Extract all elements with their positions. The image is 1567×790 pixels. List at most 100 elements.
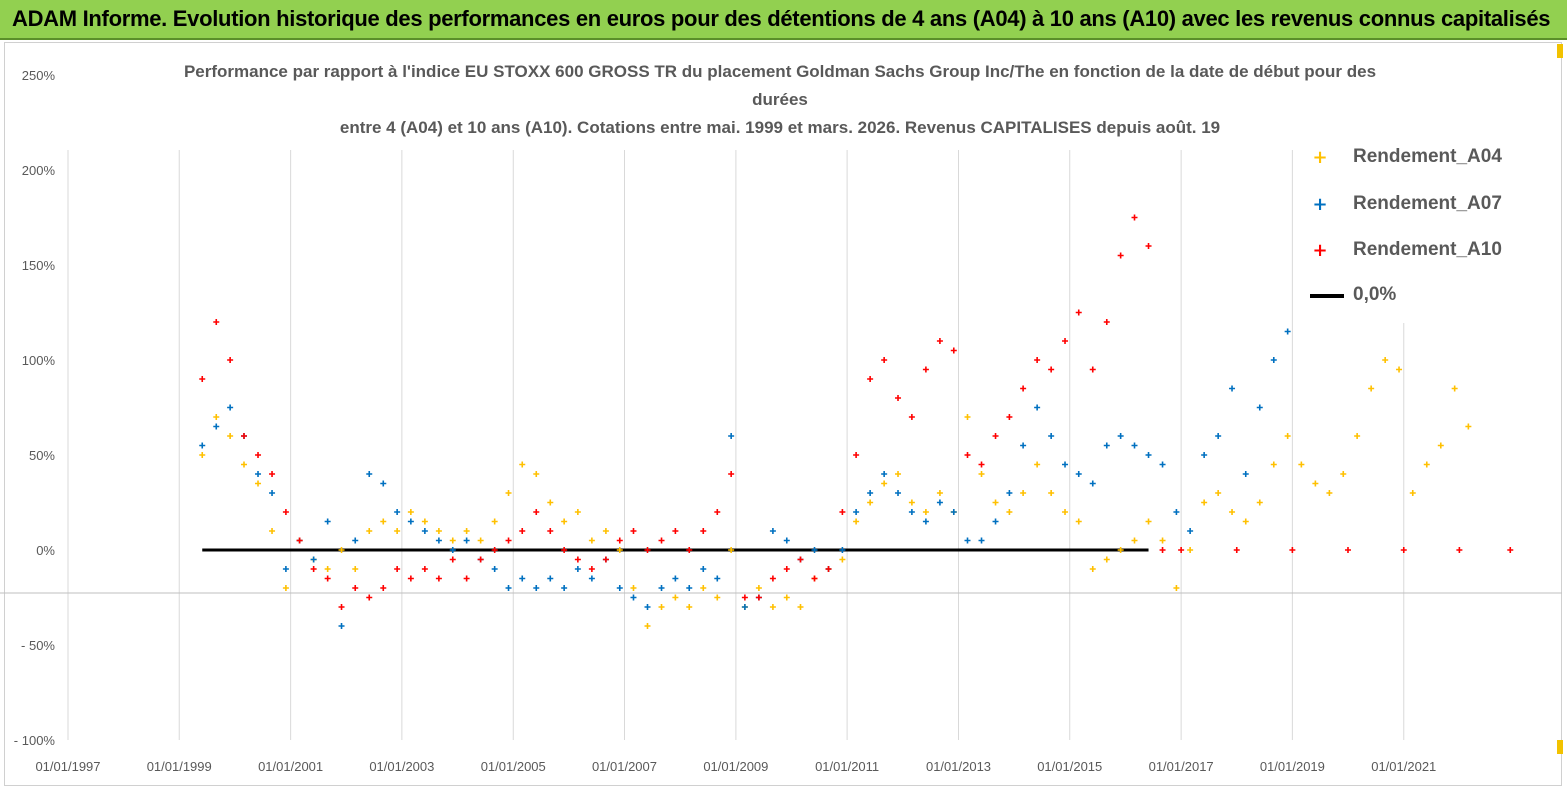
data-point-marker [435,528,442,534]
data-point-marker [1451,385,1458,392]
data-point-marker [1456,547,1463,553]
data-point-marker [1215,433,1222,439]
data-point-marker [895,471,902,477]
data-point-marker [867,490,874,496]
data-point-marker [895,490,902,496]
data-point-marker [936,490,943,496]
data-point-marker [477,537,484,544]
data-point-marker [380,585,387,591]
data-point-marker [269,471,276,477]
data-point-marker [338,547,345,553]
data-point-marker [700,585,707,591]
data-point-marker [1131,537,1138,544]
data-point-marker [1344,547,1351,553]
data-point-marker [1368,385,1375,392]
data-point-marker [407,575,414,582]
x-tick-label: 01/01/2017 [1149,759,1214,774]
chart-title-line-3: entre 4 (A04) et 10 ans (A10). Cotations… [339,118,1221,137]
data-point-marker [797,556,804,563]
data-point-marker [700,528,707,534]
data-point-marker [1201,452,1208,458]
data-point-marker [240,433,247,439]
data-point-marker [922,518,929,525]
data-point-marker [213,423,220,430]
data-point-marker [1062,338,1069,344]
data-point-marker [1075,518,1082,525]
data-point-marker [449,547,456,553]
x-tick-label: 01/01/2019 [1260,759,1325,774]
data-point-marker [714,509,721,515]
data-point-marker [1187,528,1194,534]
data-point-marker [199,442,206,449]
data-point-marker [547,499,554,506]
data-point-marker [435,537,442,544]
data-point-marker [741,594,748,601]
y-tick-label: - 50% [21,638,55,653]
data-point-marker [922,509,929,515]
data-point-marker [338,623,345,629]
data-point-marker [1256,499,1263,506]
data-point-marker [505,490,512,496]
data-point-marker [1326,490,1333,496]
data-point-marker [1159,547,1166,553]
data-point-marker [1034,404,1041,411]
data-point-marker [421,518,428,525]
data-point-marker [463,537,470,544]
data-point-marker [672,594,679,601]
data-point-marker [1048,433,1055,439]
data-point-marker [1229,509,1236,515]
chart-frame [4,42,1562,786]
data-point-marker [394,509,401,515]
data-point-marker [728,433,735,439]
x-tick-label: 01/01/2005 [481,759,546,774]
data-point-marker [895,395,902,401]
data-point-marker [1178,547,1185,553]
data-point-marker [783,594,790,601]
data-point-marker [1075,309,1082,316]
data-point-marker [394,566,401,572]
data-point-marker [686,547,693,553]
data-point-marker [964,414,971,420]
data-point-marker [658,604,665,610]
data-point-marker [728,547,735,553]
data-point-marker [199,452,206,458]
data-point-marker [227,357,234,363]
data-point-marker [338,604,345,610]
data-point-marker [1117,252,1124,259]
data-point-marker [755,594,762,601]
y-axis-ticks: 250% 200% 150% 100% 50% 0% - 50% - 100% [14,68,56,748]
data-point-marker [213,414,220,420]
data-point-marker [881,471,888,477]
x-tick-label: 01/01/2003 [369,759,434,774]
data-point-marker [992,518,999,525]
data-point-marker [1229,385,1236,392]
data-point-marker [811,547,818,553]
data-point-marker [1159,537,1166,544]
data-point-marker [1131,442,1138,449]
y-tick-label: - 100% [14,733,56,748]
data-point-marker [1270,461,1277,468]
data-point-marker [978,461,985,468]
data-point-marker [783,537,790,544]
data-point-marker [1270,357,1277,363]
data-point-marker [644,547,651,553]
data-point-marker [714,575,721,582]
data-point-marker [1289,547,1296,553]
data-point-marker [964,537,971,544]
data-point-marker [797,604,804,610]
data-point-marker [588,566,595,572]
report-banner: ADAM Informe. Evolution historique des p… [0,0,1567,40]
y-tick-label: 100% [22,353,56,368]
data-point-marker [950,347,957,354]
data-point-marker [574,556,581,563]
data-point-marker [519,575,526,582]
data-point-marker [672,575,679,582]
data-point-marker [950,509,957,515]
data-point-marker [1089,566,1096,572]
data-point-marker [1020,490,1027,496]
data-point-marker [561,518,568,525]
data-point-marker [1048,366,1055,373]
y-tick-label: 250% [22,68,56,83]
data-point-marker [1400,547,1407,553]
data-point-marker [839,509,846,515]
